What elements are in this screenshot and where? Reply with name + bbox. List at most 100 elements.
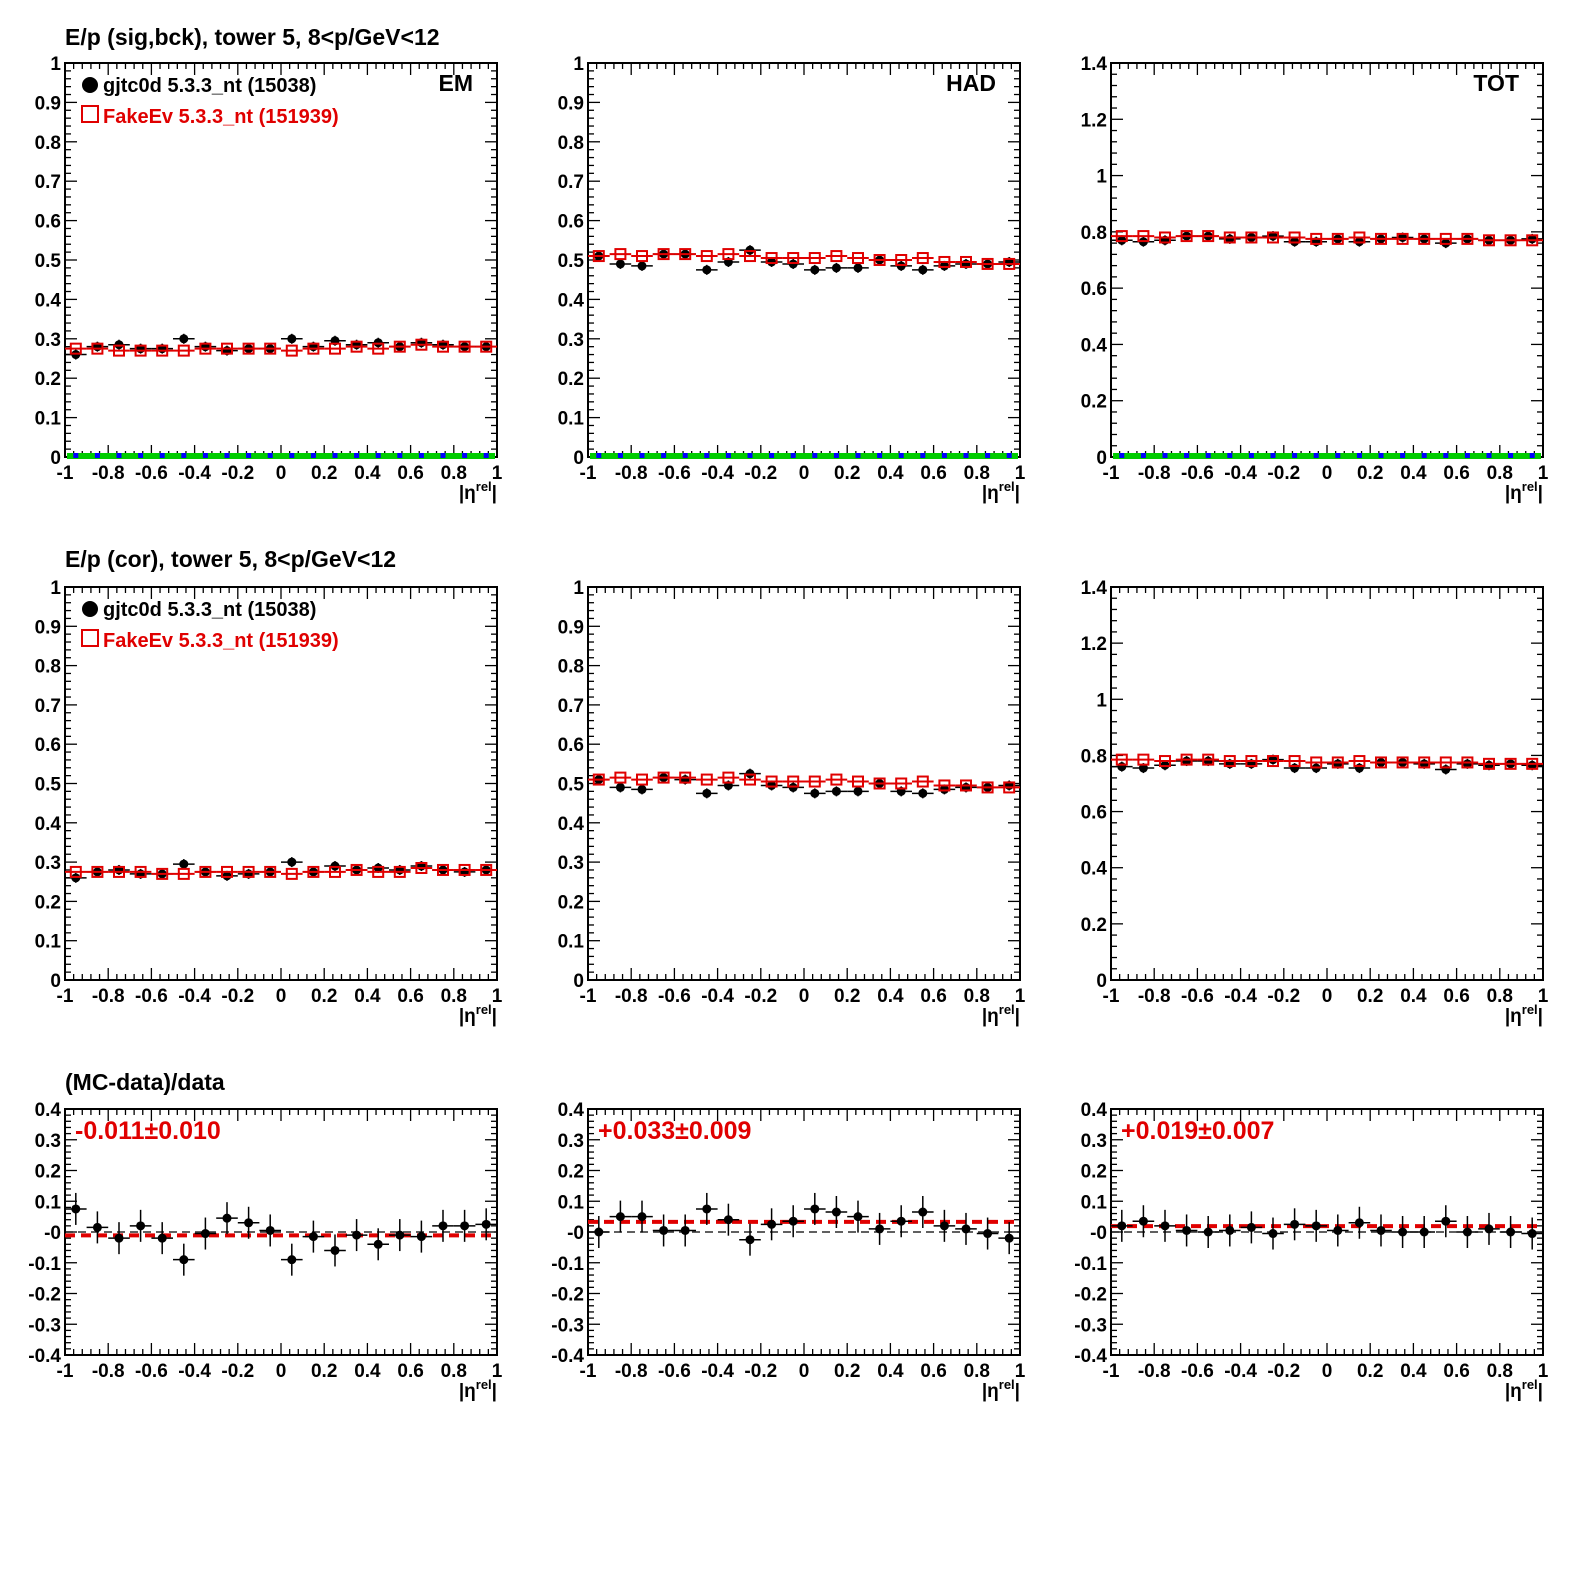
x-tick-label: 0.4 bbox=[1400, 463, 1427, 484]
legend-mc-marker bbox=[81, 105, 99, 123]
ratio-point bbox=[939, 1221, 949, 1231]
ratio-point bbox=[1376, 1225, 1386, 1235]
mc-point bbox=[1526, 234, 1539, 247]
zero-marker bbox=[1400, 453, 1406, 458]
mc-point bbox=[852, 252, 864, 265]
plot-3: -1 -0.8 -0.6 -0.4 -0.2 0 0.2 0.4 0.6 0.8 1|ηrel|00… bbox=[35, 578, 503, 1027]
fit-result-label: +0.019±0.007 bbox=[1121, 1117, 1274, 1145]
x-tick-label: 0 bbox=[276, 1361, 287, 1382]
ratio-point bbox=[788, 1216, 798, 1226]
legend-data-marker bbox=[82, 601, 98, 617]
zero-marker bbox=[812, 453, 818, 458]
y-tick-label: 0.2 bbox=[35, 369, 61, 390]
mc-point bbox=[329, 342, 341, 355]
mc-point bbox=[199, 865, 212, 878]
y-tick-label: -0 bbox=[44, 1223, 61, 1244]
zero-marker bbox=[790, 453, 796, 458]
mc-point bbox=[221, 342, 233, 355]
data-point bbox=[702, 265, 712, 275]
y-tick-label: -0.4 bbox=[1074, 1346, 1107, 1367]
zero-marker bbox=[1140, 453, 1146, 458]
x-axis-label: |ηrel| bbox=[1505, 479, 1543, 504]
legend-data-label: gjtc0d 5.3.3_nt (15038) bbox=[103, 599, 316, 621]
zero-marker bbox=[596, 453, 602, 458]
ratio-point bbox=[767, 1219, 777, 1229]
y-tick-label: -0.3 bbox=[551, 1315, 584, 1336]
data-point bbox=[637, 784, 647, 794]
mc-point bbox=[1310, 232, 1323, 245]
zero-marker bbox=[985, 453, 991, 458]
y-tick-label: -0.1 bbox=[551, 1254, 584, 1275]
y-tick-label: 1 bbox=[1096, 167, 1107, 188]
y-tick-label: 0.8 bbox=[1081, 223, 1107, 244]
ratio-point bbox=[157, 1233, 167, 1243]
ratio-point bbox=[1138, 1216, 1148, 1226]
ratio-point bbox=[179, 1255, 189, 1265]
y-tick-label: 1 bbox=[573, 578, 584, 599]
ratio-point bbox=[92, 1222, 102, 1232]
mc-point bbox=[415, 338, 428, 351]
mc-point bbox=[614, 248, 627, 261]
zero-marker bbox=[440, 453, 446, 458]
y-tick-label: 0.7 bbox=[35, 172, 61, 193]
y-tick-label: 0.9 bbox=[35, 617, 61, 638]
plot-5: -1 -0.8 -0.6 -0.4 -0.2 0 0.2 0.4 0.6 0.8 1|ηrel|00… bbox=[1081, 578, 1549, 1027]
mc-point bbox=[1137, 753, 1150, 766]
x-tick-label: -1 bbox=[580, 1361, 597, 1382]
ratio-point bbox=[438, 1221, 448, 1231]
y-tick-label: 0 bbox=[573, 448, 584, 469]
x-tick-label: 0 bbox=[276, 986, 287, 1007]
x-tick-label: 0.6 bbox=[397, 986, 423, 1007]
x-tick-label: -0.6 bbox=[658, 463, 691, 484]
ratio-point bbox=[1225, 1225, 1235, 1235]
mc-point bbox=[69, 865, 82, 878]
y-tick-label: 0.1 bbox=[35, 932, 62, 953]
ratio-point bbox=[637, 1212, 647, 1222]
mc-point bbox=[636, 250, 648, 263]
mc-point bbox=[981, 257, 994, 270]
mc-point bbox=[285, 344, 298, 357]
zero-marker bbox=[1529, 453, 1535, 458]
mc-point bbox=[679, 771, 692, 784]
mc-point bbox=[1245, 231, 1258, 244]
ratio-point bbox=[853, 1212, 863, 1222]
mc-point bbox=[458, 340, 471, 353]
zero-marker bbox=[725, 453, 731, 458]
mc-point bbox=[458, 863, 471, 876]
x-tick-label: -0.6 bbox=[135, 986, 168, 1007]
zero-marker bbox=[289, 453, 295, 458]
x-tick-label: -1 bbox=[1103, 463, 1120, 484]
zero-marker bbox=[1006, 453, 1012, 458]
x-axis-label: |ηrel| bbox=[459, 479, 497, 504]
mc-point bbox=[1418, 232, 1431, 245]
data-point bbox=[853, 263, 863, 273]
mc-point bbox=[895, 254, 908, 266]
mc-point bbox=[264, 342, 277, 355]
x-axis-label: |ηrel| bbox=[459, 1377, 497, 1402]
zero-marker bbox=[1486, 453, 1492, 458]
mc-point bbox=[1396, 232, 1409, 245]
ratio-point bbox=[1290, 1219, 1300, 1229]
x-tick-label: 0.2 bbox=[834, 463, 860, 484]
x-tick-label: -0.6 bbox=[1181, 463, 1214, 484]
y-tick-label: 0.1 bbox=[1081, 1192, 1108, 1213]
mc-point bbox=[1526, 757, 1539, 770]
mc-point bbox=[242, 865, 255, 878]
x-tick-label: 1 bbox=[1015, 1361, 1026, 1382]
ratio-point bbox=[1333, 1225, 1343, 1235]
plot-6: -1 -0.8 -0.6 -0.4 -0.2 0 0.2 0.4 0.6 0.8 1|ηrel| -0… bbox=[28, 1100, 502, 1402]
data-point bbox=[767, 780, 777, 790]
data-point bbox=[831, 786, 841, 796]
y-tick-label: 1 bbox=[1096, 690, 1107, 711]
x-tick-label: -0.8 bbox=[615, 1361, 648, 1382]
x-tick-label: 0.8 bbox=[964, 1361, 990, 1382]
y-tick-label: 0.5 bbox=[35, 251, 62, 272]
mc-point bbox=[1331, 756, 1344, 769]
ratio-point bbox=[723, 1215, 733, 1225]
x-axis-label: |ηrel| bbox=[459, 1002, 497, 1027]
mc-point bbox=[830, 773, 843, 786]
ratio-point bbox=[875, 1224, 885, 1234]
legend-mc-label: FakeEv 5.3.3_nt (151939) bbox=[103, 106, 339, 128]
y-tick-label: 0.3 bbox=[35, 853, 61, 874]
ratio-point bbox=[1462, 1227, 1472, 1237]
